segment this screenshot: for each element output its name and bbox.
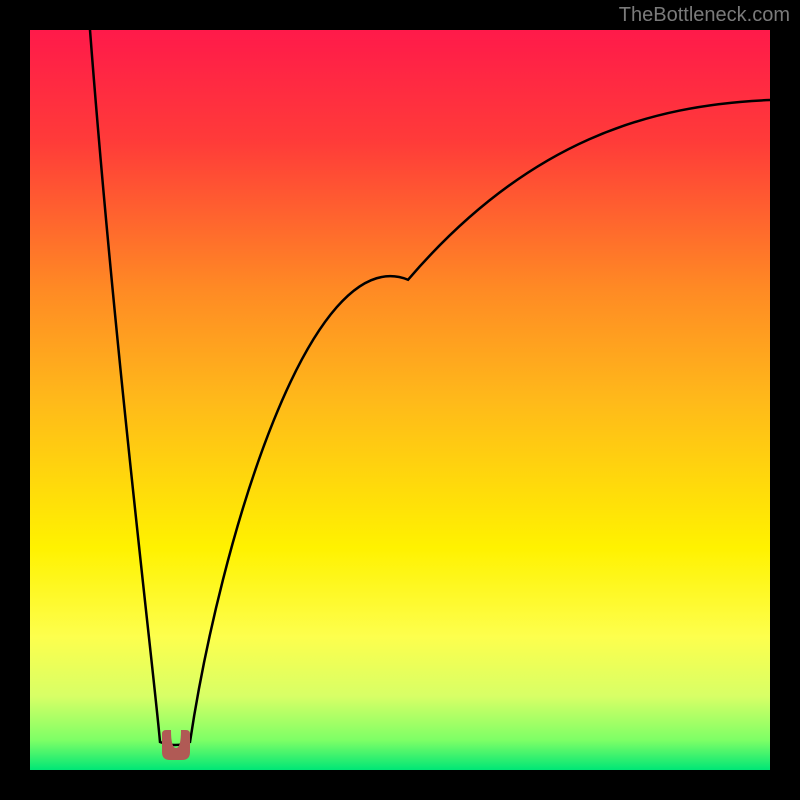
chart-container: TheBottleneck.com [0,0,800,800]
watermark-text: TheBottleneck.com [619,4,790,27]
gradient-background [30,30,770,770]
plot-area [30,30,770,770]
bottleneck-chart [30,30,770,770]
